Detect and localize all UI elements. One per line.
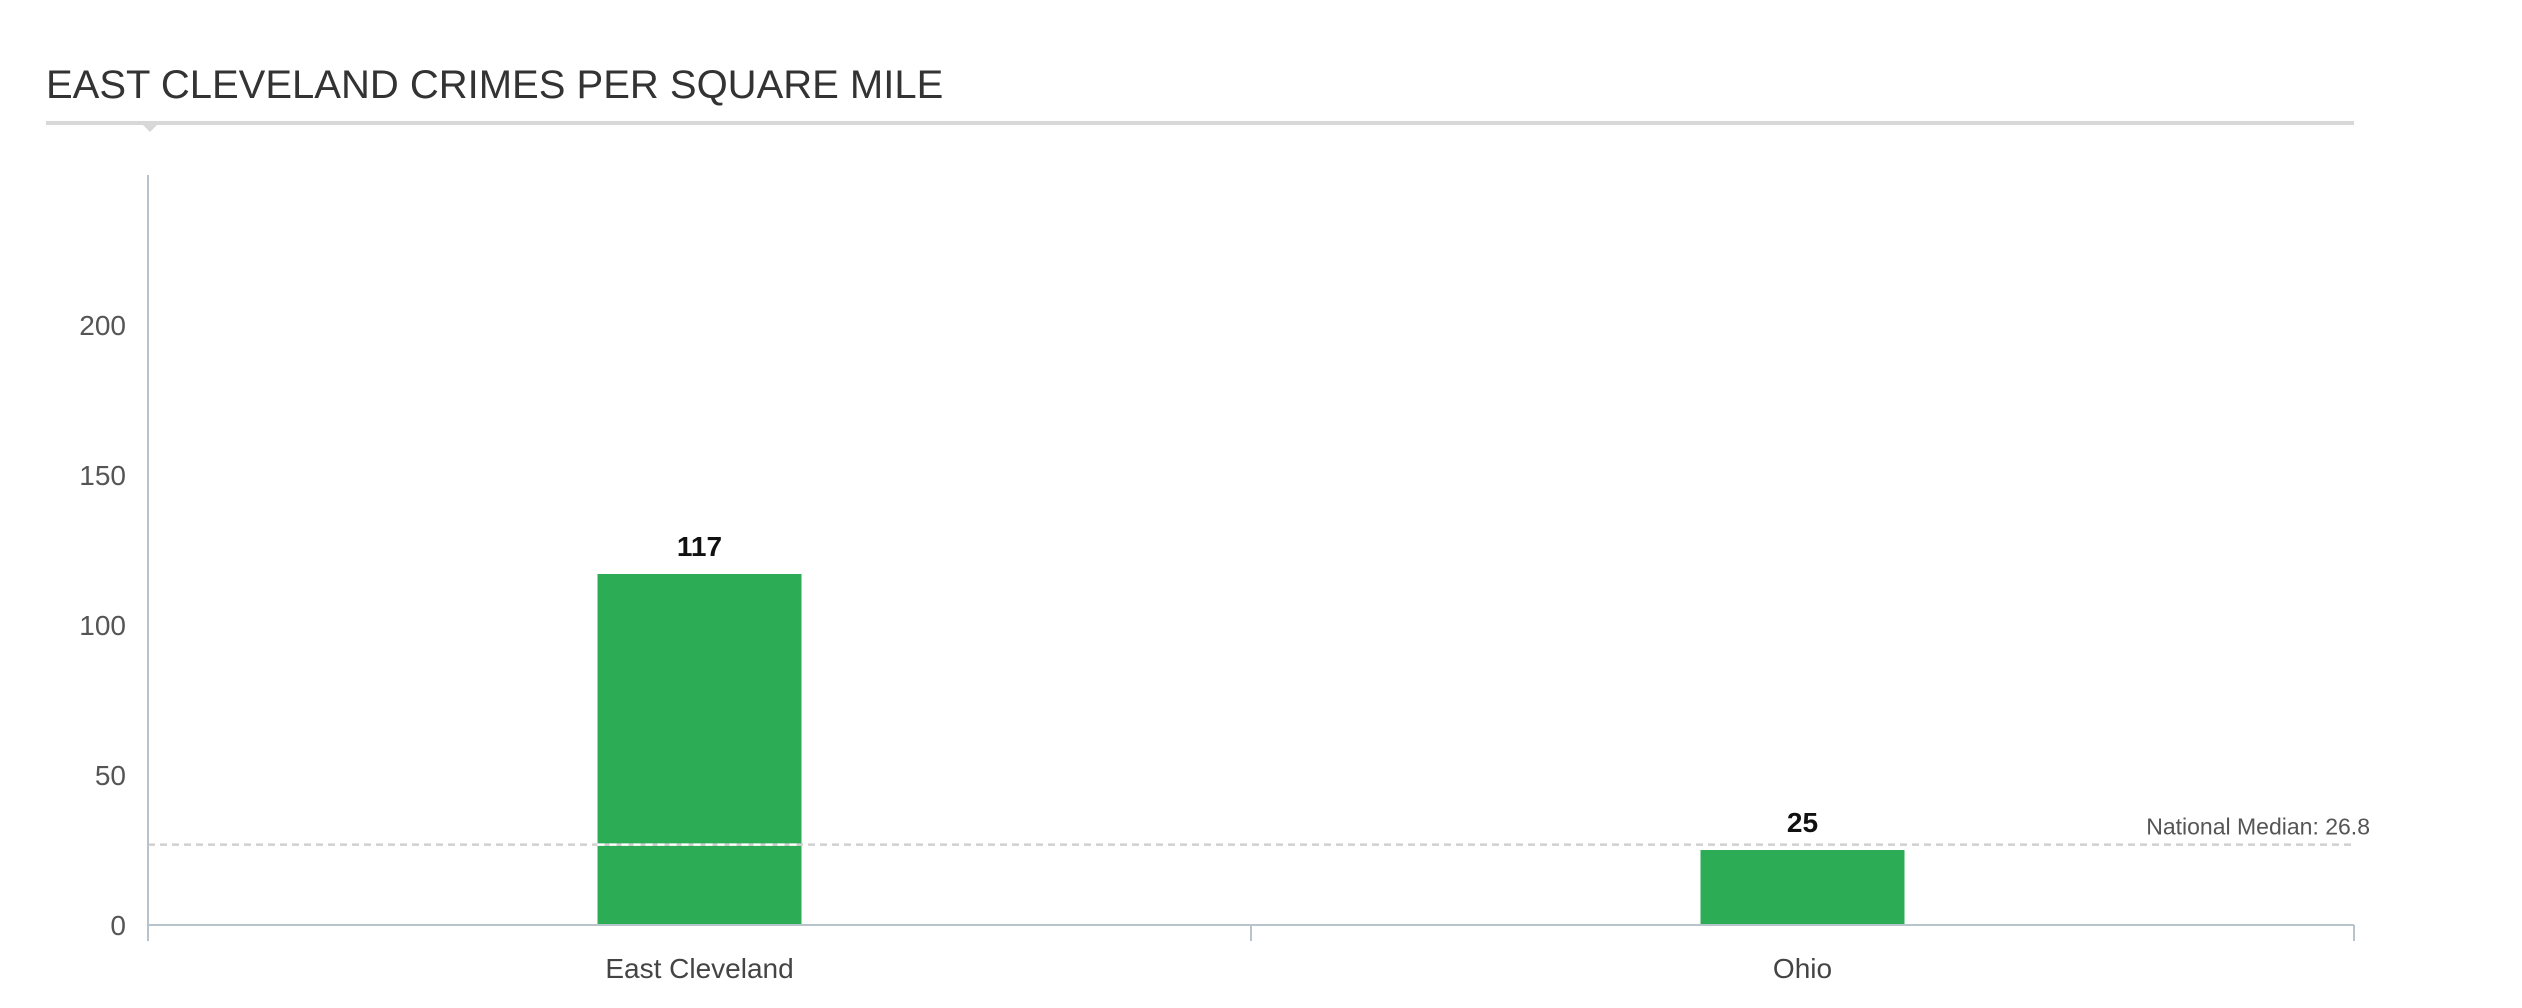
chart-header: EAST CLEVELAND CRIMES PER SQUARE MILE — [46, 60, 2354, 132]
x-category-label: Ohio — [1773, 953, 1832, 984]
y-tick-label: 100 — [79, 610, 126, 641]
chart-title: EAST CLEVELAND CRIMES PER SQUARE MILE — [46, 63, 944, 107]
bars — [597, 574, 1905, 925]
bar — [597, 574, 802, 925]
title-divider — [46, 121, 2354, 125]
y-axis-ticks: 0 50 100 150 200 — [79, 310, 126, 941]
reference-line-group: National Median: 26.8 — [148, 814, 2370, 846]
axes — [147, 175, 2355, 941]
x-axis-labels: East Cleveland Ohio — [605, 953, 1832, 984]
bar — [1700, 850, 1905, 925]
x-category-label: East Cleveland — [605, 953, 793, 984]
data-labels: 117 25 — [677, 531, 1818, 838]
y-tick-label: 0 — [110, 910, 126, 941]
title-divider-notch — [142, 124, 158, 132]
y-tick-label: 150 — [79, 460, 126, 491]
bar-value-label: 25 — [1787, 807, 1818, 838]
reference-line-label: National Median: 26.8 — [2146, 814, 2370, 840]
bar-value-label: 117 — [677, 531, 722, 562]
y-tick-label: 50 — [95, 760, 126, 791]
y-tick-label: 200 — [79, 310, 126, 341]
